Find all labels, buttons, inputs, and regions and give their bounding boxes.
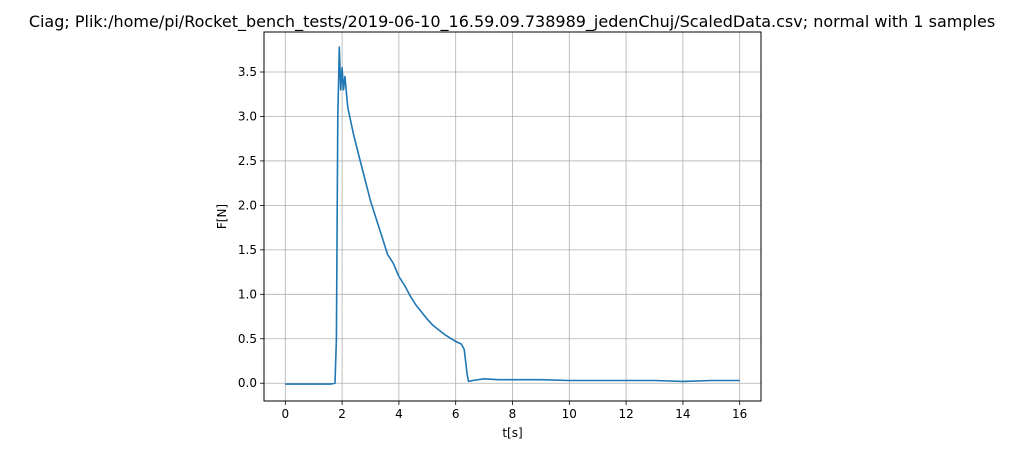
y-tick-label: 2.0 (238, 198, 257, 212)
y-tick-label: 1.5 (238, 243, 257, 257)
y-tick-label: 0.0 (238, 376, 257, 390)
x-tick-label: 14 (675, 407, 690, 421)
x-tick-label: 6 (452, 407, 460, 421)
grid (264, 32, 761, 401)
y-tick-label: 3.5 (238, 65, 257, 79)
y-tick-label: 1.0 (238, 287, 257, 301)
y-axis-label: F[N] (215, 204, 229, 229)
x-axis-ticks: 0 2 4 6 8 10 12 14 16 (281, 401, 747, 421)
series-line (285, 46, 740, 385)
plot-line-layer (285, 46, 740, 385)
x-tick-label: 16 (732, 407, 747, 421)
chart-title: Ciag; Plik:/home/pi/Rocket_bench_tests/2… (29, 12, 995, 32)
y-axis-ticks: 0.0 0.5 1.0 1.5 2.0 2.5 3.0 3.5 (238, 65, 264, 390)
x-tick-label: 8 (509, 407, 517, 421)
x-tick-label: 10 (562, 407, 577, 421)
y-tick-label: 3.0 (238, 109, 257, 123)
x-tick-label: 2 (338, 407, 346, 421)
x-axis-label: t[s] (502, 426, 522, 440)
x-tick-label: 12 (618, 407, 633, 421)
y-tick-label: 2.5 (238, 154, 257, 168)
x-tick-label: 0 (281, 407, 289, 421)
y-tick-label: 0.5 (238, 332, 257, 346)
x-tick-label: 4 (395, 407, 403, 421)
